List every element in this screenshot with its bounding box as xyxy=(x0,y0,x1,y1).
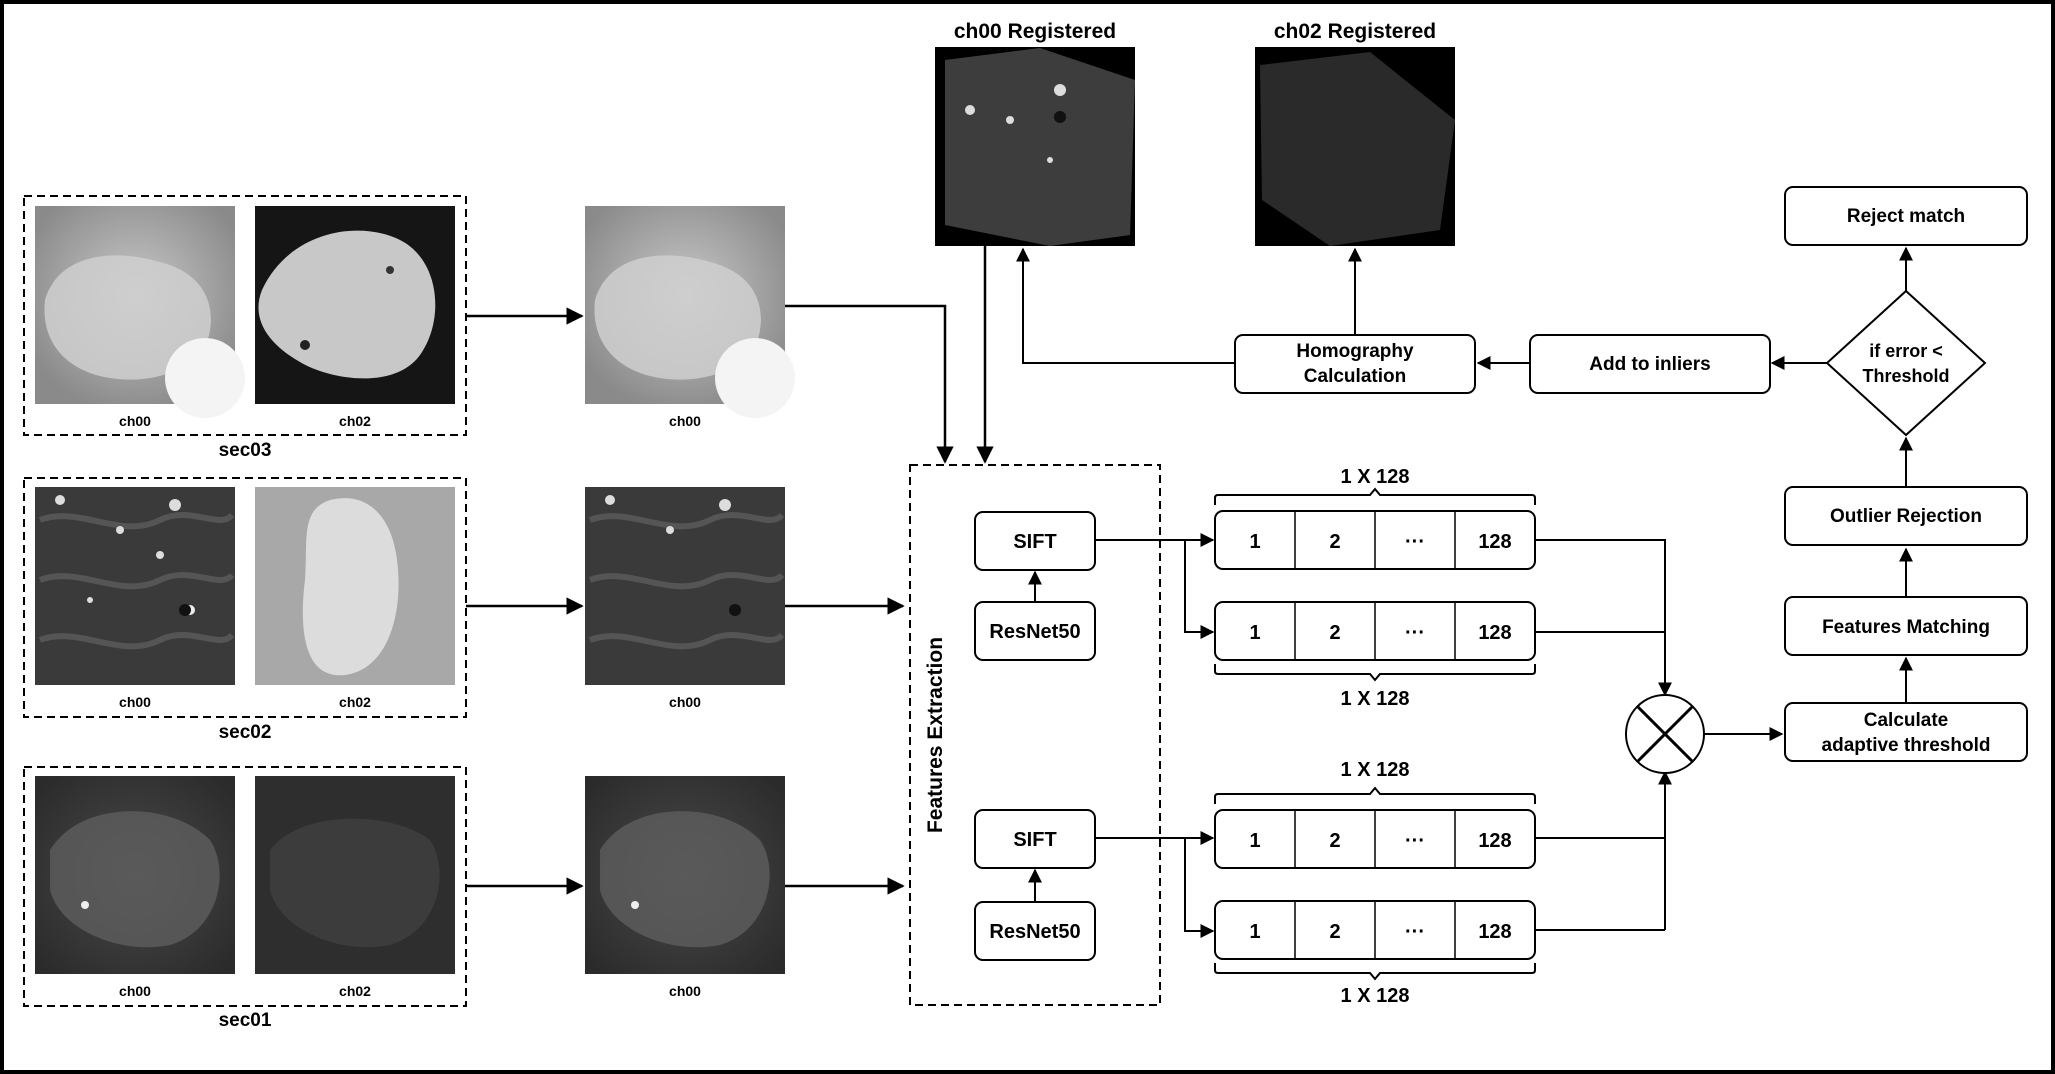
vector-cell: 1 xyxy=(1249,531,1260,553)
arrow-sift-bottom-to-vector4 xyxy=(1184,838,1215,938)
reject-match-box xyxy=(1784,186,2028,246)
image-sec03-ch02 xyxy=(255,206,455,404)
label-sec03-left: ch00 xyxy=(119,413,151,429)
image-sec01-ch02 xyxy=(255,776,455,974)
dim-label-vector-1: 1 X 128 xyxy=(1341,466,1410,488)
dim-label-vector-2: 1 X 128 xyxy=(1341,688,1410,710)
label-output-sec03: ch00 xyxy=(669,413,701,429)
label-sec01-right: ch02 xyxy=(339,983,371,999)
brace-vector-2 xyxy=(1214,664,1536,682)
section-sec02: ch00 ch02 sec02 xyxy=(23,477,467,743)
add-to-inliers-label: Add to inliers xyxy=(1589,354,1710,375)
label-output-sec01: ch00 xyxy=(669,983,701,999)
arrow-homography-to-ch00 xyxy=(1016,247,1235,364)
feature-vector-3: 1 2 ··· 128 xyxy=(1214,809,1536,869)
vector-cell: 2 xyxy=(1329,622,1340,644)
resnet-label-bottom: ResNet50 xyxy=(989,921,1080,943)
vector-cell: ··· xyxy=(1405,531,1425,553)
sift-label-bottom: SIFT xyxy=(1013,829,1056,851)
section-sec01: ch00 ch02 sec01 xyxy=(23,766,467,1031)
homography-line2: Calculation xyxy=(1304,366,1406,387)
decision-line1: if error < xyxy=(1869,341,1943,361)
brace-vector-4 xyxy=(1214,963,1536,981)
decision-diamond xyxy=(1825,289,1987,437)
title-ch00-registered: ch00 Registered xyxy=(954,20,1116,43)
label-sec01-left: ch00 xyxy=(119,983,151,999)
label-sec02-right: ch02 xyxy=(339,694,371,710)
sift-label-top: SIFT xyxy=(1013,531,1056,553)
label-output-sec02: ch00 xyxy=(669,694,701,710)
section-name-sec01: sec01 xyxy=(219,1010,272,1031)
section-box xyxy=(23,477,467,718)
reject-match-label: Reject match xyxy=(1847,206,1965,227)
output-image-sec02 xyxy=(585,487,785,685)
features-matching-label: Features Matching xyxy=(1822,617,1990,638)
vector-cell: ··· xyxy=(1405,921,1425,943)
feature-vector-2: 1 2 ··· 128 xyxy=(1214,601,1536,661)
vector-cell: 1 xyxy=(1249,830,1260,852)
vector-cell: 2 xyxy=(1329,830,1340,852)
vector-cell: 2 xyxy=(1329,921,1340,943)
arrow-vectors-top-to-combine xyxy=(1535,539,1672,697)
vector-cell: 2 xyxy=(1329,531,1340,553)
label-sec02-left: ch00 xyxy=(119,694,151,710)
vector-cell: ··· xyxy=(1405,830,1425,852)
dim-label-vector-4: 1 X 128 xyxy=(1341,985,1410,1007)
features-extraction-label: Features Extraction xyxy=(924,637,947,833)
vector-cell: 1 xyxy=(1249,622,1260,644)
homography-line1: Homography xyxy=(1296,341,1414,362)
vector-cell: 128 xyxy=(1478,921,1511,943)
vector-cell: 128 xyxy=(1478,622,1511,644)
features-extraction-box xyxy=(909,464,1161,1006)
label-sec03-right: ch02 xyxy=(339,413,371,429)
title-ch02-registered: ch02 Registered xyxy=(1274,20,1436,43)
image-sec03-ch00 xyxy=(35,206,245,418)
outlier-rejection-label: Outlier Rejection xyxy=(1830,506,1982,527)
adaptive-threshold-line2: adaptive threshold xyxy=(1822,735,1991,756)
image-sec01-ch00 xyxy=(35,776,235,974)
multiply-circle-icon xyxy=(1625,694,1705,774)
image-sec02-ch02 xyxy=(255,487,455,685)
feature-vector-1: 1 2 ··· 128 xyxy=(1214,510,1536,570)
image-sec02-ch00 xyxy=(35,487,235,685)
adaptive-threshold-line1: Calculate xyxy=(1864,710,1948,731)
vector-cell: 128 xyxy=(1478,830,1511,852)
resnet-label-top: ResNet50 xyxy=(989,621,1080,643)
section-name-sec02: sec02 xyxy=(219,722,272,743)
output-image-sec03 xyxy=(585,206,795,418)
feature-vector-4: 1 2 ··· 128 xyxy=(1214,900,1536,960)
vector-cell: 128 xyxy=(1478,531,1511,553)
brace-vector-3 xyxy=(1214,786,1536,804)
vector-cell: ··· xyxy=(1405,622,1425,644)
image-ch02-registered xyxy=(1255,47,1455,246)
section-name-sec03: sec03 xyxy=(219,440,272,461)
dim-label-vector-3: 1 X 128 xyxy=(1341,759,1410,781)
image-ch00-registered xyxy=(935,47,1135,246)
brace-vector-1 xyxy=(1214,487,1536,505)
output-image-sec01 xyxy=(585,776,785,974)
decision-line2: Threshold xyxy=(1862,366,1949,386)
arrow-output-sec03-to-features xyxy=(785,304,954,464)
arrow-sift-top-to-vector2 xyxy=(1184,540,1215,639)
vector-cell: 1 xyxy=(1249,921,1260,943)
section-sec03: ch00 ch02 sec03 xyxy=(23,195,467,461)
